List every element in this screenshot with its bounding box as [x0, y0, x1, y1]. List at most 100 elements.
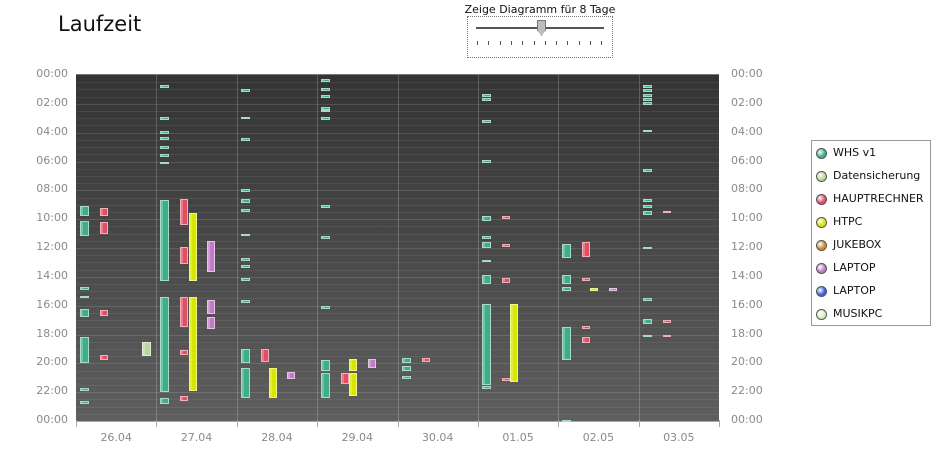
runtime-bar-hauptrechner[interactable] — [100, 207, 109, 217]
runtime-bar-whs-v1[interactable] — [562, 243, 572, 259]
runtime-bar-hauptrechner[interactable] — [100, 309, 109, 316]
runtime-bar-htpc[interactable] — [268, 367, 277, 398]
runtime-bar-whs-v1[interactable] — [642, 334, 652, 337]
slider-thumb[interactable] — [537, 20, 546, 36]
runtime-bar-whs-v1[interactable] — [401, 376, 411, 380]
runtime-bar-whs-v1[interactable] — [642, 85, 652, 88]
legend-item[interactable]: HAUPTRECHNER — [816, 191, 930, 209]
runtime-bar-whs-v1[interactable] — [160, 397, 170, 404]
runtime-bar-whs-v1[interactable] — [321, 305, 331, 309]
runtime-bar-htpc[interactable] — [510, 304, 519, 383]
runtime-bar-whs-v1[interactable] — [240, 209, 250, 212]
runtime-bar-whs-v1[interactable] — [321, 95, 331, 99]
runtime-bar-whs-v1[interactable] — [80, 400, 90, 404]
legend-item[interactable]: WHS v1 — [816, 145, 930, 163]
runtime-bar-hauptrechner[interactable] — [662, 320, 671, 323]
runtime-bar-hauptrechner[interactable] — [662, 334, 671, 338]
legend-item[interactable]: Datensicherung — [816, 168, 930, 186]
runtime-bar-whs-v1[interactable] — [240, 265, 250, 269]
runtime-bar-whs-v1[interactable] — [80, 206, 90, 217]
runtime-bar-hauptrechner[interactable] — [180, 297, 189, 328]
legend-item[interactable]: LAPTOP — [816, 260, 930, 278]
runtime-bar-whs-v1[interactable] — [160, 161, 170, 165]
runtime-bar-whs-v1[interactable] — [481, 119, 491, 123]
runtime-bar-whs-v1[interactable] — [401, 357, 411, 364]
runtime-bar-whs-v1[interactable] — [240, 116, 250, 120]
runtime-bar-whs-v1[interactable] — [321, 236, 331, 240]
runtime-bar-whs-v1[interactable] — [642, 93, 652, 97]
runtime-bar-hauptrechner[interactable] — [180, 350, 189, 355]
runtime-bar-whs-v1[interactable] — [481, 160, 491, 163]
runtime-bar-whs-v1[interactable] — [160, 297, 170, 393]
runtime-bar-whs-v1[interactable] — [481, 236, 491, 240]
runtime-bar-hauptrechner[interactable] — [341, 373, 350, 384]
legend-item[interactable]: HTPC — [816, 214, 930, 232]
runtime-bar-hauptrechner[interactable] — [501, 243, 510, 247]
runtime-bar-whs-v1[interactable] — [240, 299, 250, 303]
runtime-bar-whs-v1[interactable] — [401, 366, 411, 371]
runtime-bar-whs-v1[interactable] — [240, 198, 250, 204]
runtime-bar-whs-v1[interactable] — [80, 308, 90, 318]
runtime-bar-laptop-pink[interactable] — [207, 240, 215, 273]
runtime-bar-hauptrechner[interactable] — [582, 325, 591, 329]
runtime-bar-whs-v1[interactable] — [562, 275, 572, 285]
runtime-bar-whs-v1[interactable] — [160, 200, 170, 282]
legend-item[interactable]: LAPTOP — [816, 283, 930, 301]
runtime-bar-hauptrechner[interactable] — [501, 377, 510, 381]
runtime-bar-hauptrechner[interactable] — [582, 278, 591, 282]
legend-item[interactable]: MUSIKPC — [816, 306, 930, 324]
runtime-bar-whs-v1[interactable] — [240, 188, 250, 192]
runtime-bar-laptop-pink[interactable] — [608, 288, 617, 291]
runtime-bar-whs-v1[interactable] — [80, 286, 90, 290]
runtime-bar-whs-v1[interactable] — [240, 258, 250, 261]
runtime-bar-whs-v1[interactable] — [481, 386, 491, 390]
runtime-bar-whs-v1[interactable] — [481, 98, 491, 101]
runtime-bar-hauptrechner[interactable] — [582, 337, 591, 344]
runtime-bar-whs-v1[interactable] — [481, 242, 491, 248]
runtime-bar-hauptrechner[interactable] — [100, 222, 109, 234]
runtime-bar-whs-v1[interactable] — [562, 419, 572, 423]
runtime-bar-whs-v1[interactable] — [160, 145, 170, 149]
runtime-bar-whs-v1[interactable] — [240, 348, 250, 364]
days-slider[interactable] — [467, 16, 613, 58]
runtime-bar-whs-v1[interactable] — [642, 246, 652, 250]
runtime-bar-whs-v1[interactable] — [160, 131, 170, 135]
runtime-bar-whs-v1[interactable] — [160, 85, 170, 88]
runtime-bar-laptop-pink[interactable] — [287, 371, 296, 380]
runtime-bar-whs-v1[interactable] — [240, 367, 250, 398]
runtime-bar-whs-v1[interactable] — [80, 337, 90, 364]
runtime-bar-whs-v1[interactable] — [240, 278, 250, 281]
runtime-bar-whs-v1[interactable] — [240, 233, 250, 237]
runtime-bar-whs-v1[interactable] — [321, 87, 331, 91]
runtime-bar-whs-v1[interactable] — [321, 360, 331, 371]
runtime-bar-htpc[interactable] — [349, 359, 358, 371]
runtime-bar-hauptrechner[interactable] — [662, 210, 671, 214]
runtime-bar-laptop-pink[interactable] — [207, 317, 215, 329]
runtime-bar-whs-v1[interactable] — [160, 116, 170, 120]
runtime-bar-whs-v1[interactable] — [321, 116, 331, 120]
runtime-bar-whs-v1[interactable] — [321, 79, 331, 83]
runtime-bar-hauptrechner[interactable] — [260, 348, 269, 362]
runtime-bar-whs-v1[interactable] — [481, 93, 491, 97]
runtime-bar-whs-v1[interactable] — [642, 198, 652, 202]
runtime-bar-hauptrechner[interactable] — [582, 242, 591, 257]
runtime-bar-htpc[interactable] — [188, 213, 197, 282]
runtime-bar-whs-v1[interactable] — [160, 154, 170, 158]
runtime-bar-whs-v1[interactable] — [321, 373, 331, 398]
runtime-bar-whs-v1[interactable] — [642, 298, 652, 301]
runtime-bar-hauptrechner[interactable] — [501, 278, 510, 283]
runtime-bar-htpc[interactable] — [188, 297, 197, 391]
runtime-bar-hauptrechner[interactable] — [421, 357, 430, 362]
runtime-bar-whs-v1[interactable] — [562, 286, 572, 292]
runtime-bar-hauptrechner[interactable] — [180, 198, 189, 225]
runtime-bar-whs-v1[interactable] — [642, 210, 652, 215]
runtime-bar-laptop-pink[interactable] — [207, 299, 215, 315]
runtime-bar-whs-v1[interactable] — [481, 259, 491, 263]
runtime-bar-hauptrechner[interactable] — [180, 396, 189, 401]
runtime-bar-whs-v1[interactable] — [642, 168, 652, 172]
runtime-bar-htpc[interactable] — [349, 373, 358, 397]
runtime-bar-whs-v1[interactable] — [481, 304, 491, 385]
runtime-bar-whs-v1[interactable] — [642, 129, 652, 133]
runtime-bar-hauptrechner[interactable] — [100, 354, 109, 361]
legend-item[interactable]: JUKEBOX — [816, 237, 930, 255]
